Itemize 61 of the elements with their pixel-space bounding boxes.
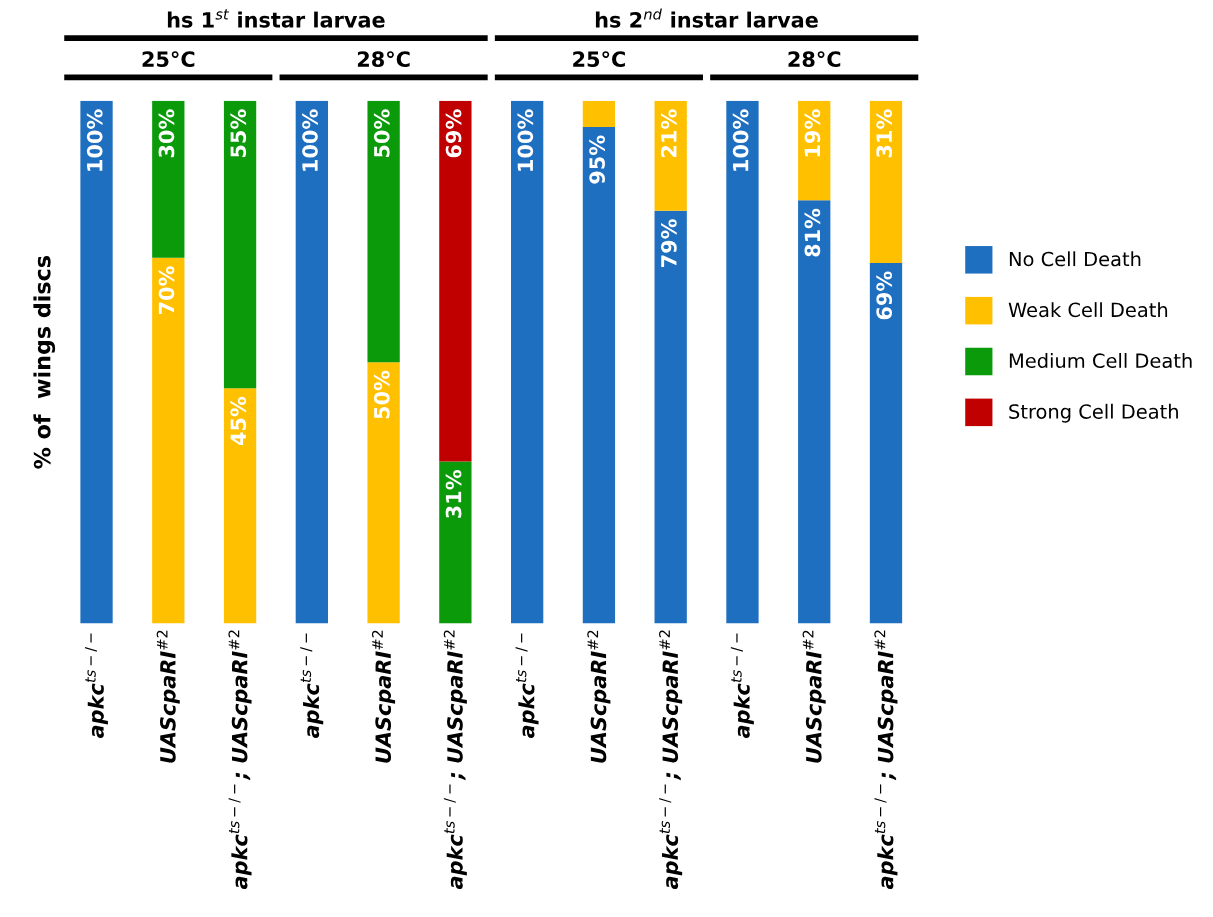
bar	[152, 100, 185, 258]
data-label: 45%	[230, 396, 247, 446]
data-label: 50%	[373, 370, 390, 419]
bar	[869, 100, 903, 263]
bar	[582, 127, 616, 624]
data-label: 100%	[517, 109, 534, 171]
data-label: 30%	[158, 109, 175, 158]
data-label: 50%	[373, 109, 390, 157]
bar	[654, 100, 687, 211]
bar	[654, 210, 687, 624]
legend-label: No Cell Death	[1009, 251, 1141, 267]
data-label: 19%	[804, 109, 821, 157]
bar	[798, 200, 831, 624]
bar	[439, 461, 472, 624]
text: 25°C	[573, 51, 625, 68]
data-label: 31%	[876, 109, 893, 158]
bar	[582, 100, 616, 127]
bar	[869, 262, 903, 624]
bar	[223, 388, 257, 624]
text: 28°C	[357, 51, 410, 68]
bar	[295, 100, 328, 624]
data-label: 100%	[302, 109, 318, 171]
bar	[367, 362, 400, 624]
x-tick-label: apkc$^{ts−/−}$; UAScpaRI$^{#2}$	[443, 630, 467, 890]
bar	[152, 257, 185, 624]
data-label: 70%	[158, 266, 175, 314]
text: 28°C	[788, 51, 841, 68]
x-tick-label: apkc$^{ts−/−}$; UAScpaRI$^{#2}$	[659, 630, 683, 890]
legend-label: Strong Cell Death	[1009, 403, 1178, 423]
data-label: 79%	[660, 219, 677, 267]
data-label: 31%	[445, 470, 462, 518]
x-tick-label: apkc$^{ts−/−}$	[730, 633, 754, 739]
bar	[223, 100, 257, 389]
data-label: 69%	[876, 271, 893, 320]
x-tick-label: apkc$^{ts−/−}$; UAScpaRI$^{#2}$	[228, 630, 252, 890]
text: hs 1$^{st}$ instar larvae	[167, 9, 385, 28]
x-tick-label: UAScpaRI$^{#2}$	[156, 630, 180, 763]
data-label: 69%	[445, 109, 462, 158]
data-label: 100%	[732, 109, 749, 171]
bar	[80, 100, 113, 624]
data-label: 81%	[804, 208, 821, 257]
bar	[511, 100, 544, 624]
x-tick-label: apkc$^{ts−/−}$	[300, 633, 324, 739]
x-tick-label: UAScpaRI$^{#2}$	[802, 630, 826, 763]
x-tick-label: apkc$^{ts−/−}$	[515, 633, 539, 739]
x-tick-label: UAScpaRI$^{#2}$	[371, 630, 396, 763]
x-tick-label: apkc$^{ts−/−}$	[84, 633, 108, 739]
x-tick-label: apkc$^{ts−/−}$; UAScpaRI$^{#2}$	[874, 630, 898, 890]
data-label: 100%	[86, 109, 103, 171]
x-tick-label: UAScpaRI$^{#2}$	[587, 630, 611, 763]
text: 25°C	[142, 51, 195, 68]
bar	[726, 100, 759, 624]
bar	[439, 100, 472, 462]
legend-label: Medium Cell Death	[1009, 353, 1192, 369]
text: hs 2$^{nd}$ instar larvae	[595, 8, 818, 28]
y-axis-title: % of wings discs	[33, 256, 56, 469]
legend-label: Weak Cell Death	[1008, 302, 1168, 318]
data-label: 95%	[589, 135, 605, 184]
bar	[367, 100, 400, 363]
data-label: 21%	[660, 109, 677, 157]
data-label: 55%	[230, 109, 247, 157]
